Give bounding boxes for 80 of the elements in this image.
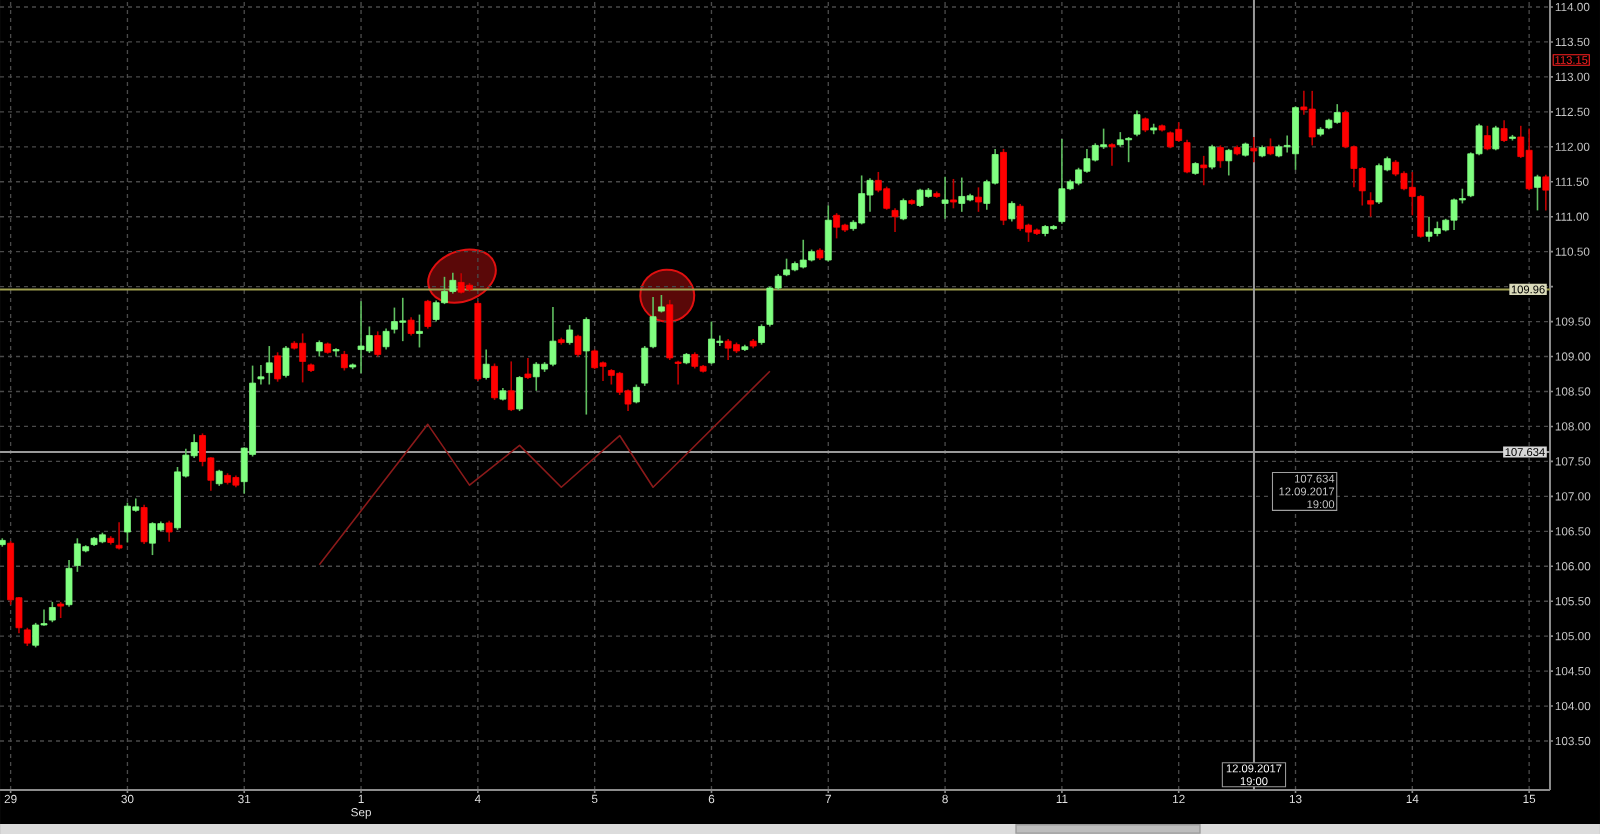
candlestick (1417, 194, 1425, 239)
candlestick (299, 332, 307, 384)
candlestick (23, 626, 31, 647)
candlestick (1200, 155, 1208, 187)
candlestick (274, 351, 282, 383)
candlestick (457, 272, 465, 295)
candlestick (115, 521, 123, 551)
candlestick (1333, 103, 1341, 125)
candlestick (1008, 200, 1016, 223)
candlestick (758, 323, 765, 346)
candlestick (382, 327, 390, 351)
line-series (318, 370, 771, 566)
candlestick (1058, 138, 1066, 225)
candlestick (1250, 136, 1258, 163)
candlestick (883, 185, 891, 211)
candlestick (950, 178, 957, 210)
candlestick (1133, 109, 1141, 138)
candlestick (32, 622, 40, 649)
candlestick (532, 361, 540, 392)
candlestick (833, 212, 841, 240)
candlestick (858, 174, 866, 226)
candlestick (340, 350, 348, 372)
candlestick (48, 601, 56, 623)
candlestick (524, 357, 532, 380)
candlestick (416, 313, 423, 349)
candlestick (165, 520, 173, 543)
candlestick (1375, 162, 1383, 205)
candlestick (1400, 170, 1408, 191)
candlestick (374, 330, 382, 358)
candlestick (1450, 197, 1458, 231)
candlestick (491, 362, 498, 401)
candlestick (1534, 173, 1541, 212)
candlestick (391, 306, 398, 335)
candlestick (449, 271, 457, 295)
candlestick (357, 300, 365, 375)
candlestick (482, 348, 490, 381)
candlestick (365, 325, 373, 354)
candlestick (724, 338, 732, 361)
candlestick (582, 316, 590, 416)
candlestick (708, 320, 715, 366)
candlestick (975, 186, 982, 213)
candlestick (424, 299, 432, 330)
candlestick (1225, 148, 1233, 177)
candlestick (432, 299, 440, 323)
candlestick (507, 360, 515, 412)
candlestick (1125, 136, 1133, 163)
candlestick (407, 316, 415, 337)
candlestick (574, 334, 582, 358)
candlestick (1542, 173, 1550, 212)
candlestick (1525, 127, 1533, 191)
candlestick (1500, 119, 1508, 143)
candlestick (149, 521, 156, 556)
candlestick (516, 375, 523, 412)
candlestick (566, 324, 574, 346)
candlestick (824, 204, 832, 263)
candlestick (1208, 143, 1216, 170)
candlestick (958, 176, 966, 213)
candlestick (1425, 215, 1433, 243)
candlestick (399, 297, 407, 342)
candlestick (140, 503, 148, 545)
candlestick (282, 345, 290, 379)
candlestick (1016, 203, 1024, 232)
candlestick (1492, 125, 1500, 152)
candlestick (941, 176, 949, 220)
candlestick (1175, 121, 1183, 143)
candlestick (1217, 144, 1224, 169)
candlestick (891, 207, 899, 233)
candlestick (265, 345, 273, 386)
candlestick (799, 238, 807, 270)
candlestick (73, 537, 81, 573)
candlestick (1484, 125, 1491, 152)
candlestick (124, 501, 131, 544)
candlestick (1108, 142, 1116, 167)
candlestick (1292, 105, 1299, 171)
candlestick (549, 306, 557, 368)
candlestick (1308, 90, 1316, 147)
candlestick (1183, 139, 1191, 175)
candlestick (1367, 191, 1375, 218)
candlestick (899, 197, 907, 221)
candlestick (65, 559, 73, 608)
